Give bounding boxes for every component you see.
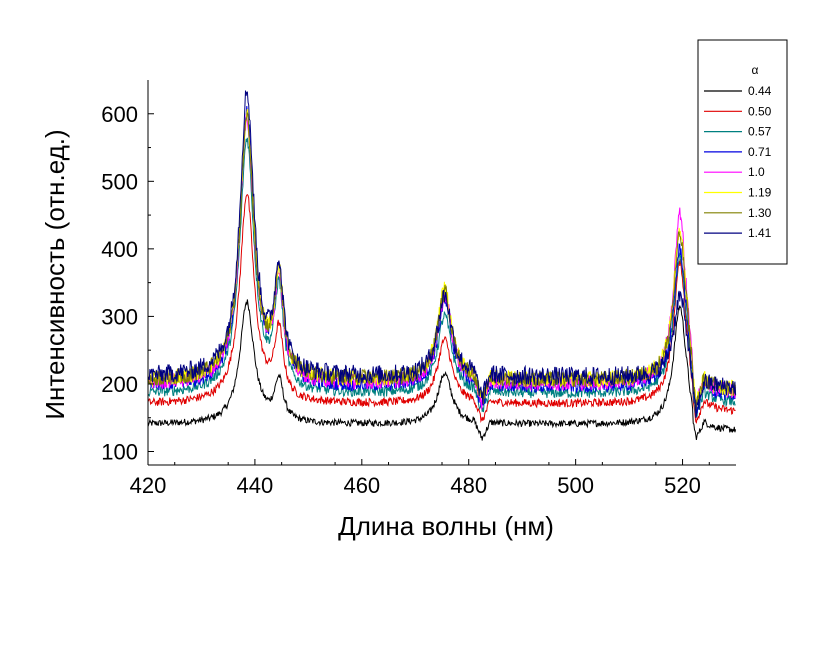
x-tick-label-460: 460 [343, 473, 380, 498]
series-line-1-41 [147, 90, 737, 419]
x-tick-label-520: 520 [664, 473, 701, 498]
y-tick-label-200: 200 [101, 372, 138, 397]
legend-label-1-19: 1.19 [748, 186, 772, 200]
legend-label-0-50: 0.50 [748, 104, 772, 118]
y-tick-label-400: 400 [101, 237, 138, 262]
legend-label-0-57: 0.57 [748, 125, 772, 139]
series-line-1-30 [147, 112, 737, 410]
legend-label-1-41: 1.41 [748, 226, 772, 240]
ticks: 420 440 460 480 500 520 100 200 300 400 500 600 [101, 102, 710, 498]
plot-lines [147, 90, 737, 441]
series-line-0-44 [147, 299, 737, 441]
legend-label-0-44: 0.44 [748, 84, 772, 98]
y-tick-label-600: 600 [101, 102, 138, 127]
series-line-0-50 [147, 194, 736, 424]
series-line-1-19 [147, 109, 737, 410]
y-tick-label-300: 300 [101, 304, 138, 329]
x-tick-label-500: 500 [557, 473, 594, 498]
legend-title: α [752, 63, 759, 77]
x-tick-label-480: 480 [450, 473, 487, 498]
legend-label-1-0: 1.0 [748, 165, 765, 179]
legend-items: 0.44 0.50 0.57 0.71 1.0 1.19 1.30 1.41 [704, 84, 772, 240]
legend: α 0.44 0.50 0.57 0.71 1.0 1.19 1.30 1.41 [697, 39, 788, 265]
y-tick-label-500: 500 [101, 169, 138, 194]
x-axis-title: Длина волны (нм) [338, 511, 554, 541]
y-axis-title: Интенсивность (отн.ед.) [40, 129, 70, 419]
legend-label-0-71: 0.71 [748, 145, 772, 159]
y-tick-label-100: 100 [101, 439, 138, 464]
series-line-0-57 [147, 137, 736, 417]
legend-label-1-30: 1.30 [748, 206, 772, 220]
x-tick-label-440: 440 [237, 473, 274, 498]
x-tick-label-420: 420 [130, 473, 167, 498]
